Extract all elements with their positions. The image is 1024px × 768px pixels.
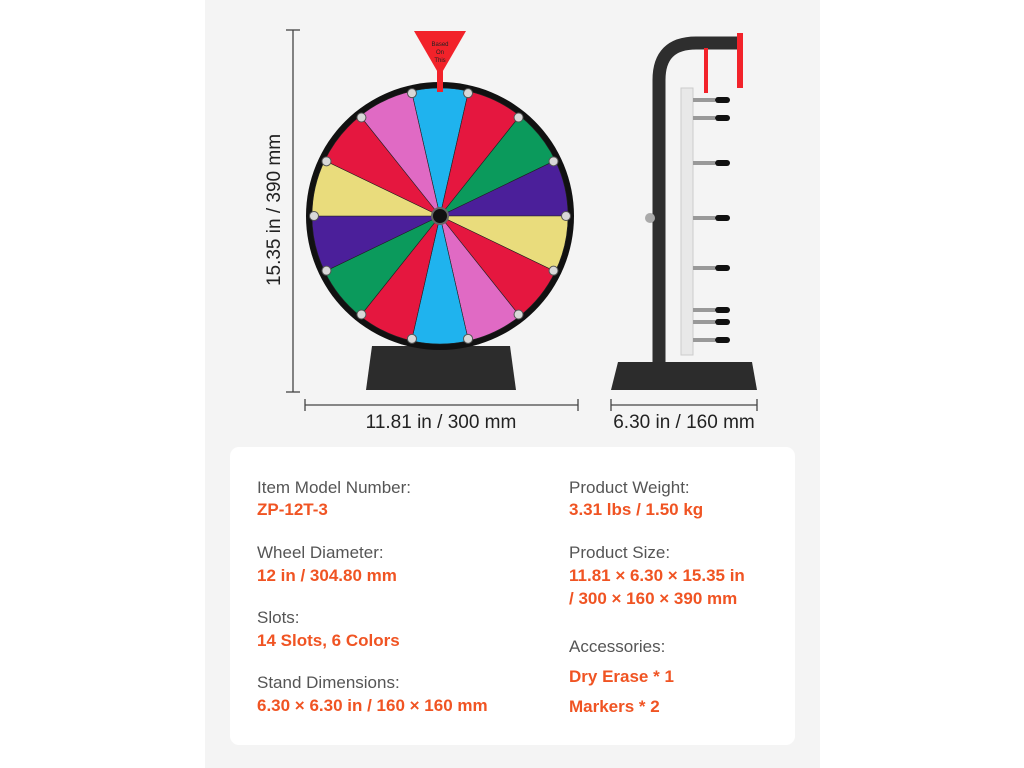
wheel-pin <box>561 211 571 221</box>
wheel-pin <box>406 88 417 99</box>
product-weight-label: Product Weight: <box>569 478 690 497</box>
wheel-pins <box>309 88 571 344</box>
side-pin-cap <box>715 265 730 271</box>
accessory-dry-erase: Dry Erase * 1 <box>569 667 674 686</box>
wheel-pin <box>309 211 319 221</box>
pointer-label: Based On This <box>431 42 448 64</box>
side-pin-cap <box>715 337 730 343</box>
wheel-pin <box>548 156 559 167</box>
side-pin-cap <box>715 319 730 325</box>
wheel-pin <box>321 265 332 276</box>
side-pin-cap <box>715 307 730 313</box>
side-pin <box>693 116 715 120</box>
wheel-pin <box>356 309 367 320</box>
side-pin-cap <box>715 115 730 121</box>
model-number-value: ZP-12T-3 <box>257 500 328 519</box>
wheel-pin <box>463 88 474 99</box>
width-dimension-line <box>304 399 579 411</box>
model-number-label: Item Model Number: <box>257 478 411 497</box>
accessories-label: Accessories: <box>569 637 666 656</box>
wheel-pin <box>513 112 524 123</box>
side-pin <box>693 161 715 165</box>
wheel-diameter-value: 12 in / 304.80 mm <box>257 566 397 585</box>
wheel-diameter-label: Wheel Diameter: <box>257 543 384 562</box>
height-dimension-label: 15.35 in / 390 mm <box>264 133 285 287</box>
side-pin <box>693 308 715 312</box>
wheel-hub <box>431 207 449 225</box>
side-pin <box>693 98 715 102</box>
side-pin-cap <box>715 215 730 221</box>
wheel-pin <box>513 309 524 320</box>
specifications-card: Item Model Number: ZP-12T-3 Wheel Diamet… <box>230 447 795 745</box>
depth-dimension-label: 6.30 in / 160 mm <box>613 412 755 433</box>
stand-dimensions-value: 6.30 × 6.30 in / 160 × 160 mm <box>257 696 488 715</box>
wheel-pin <box>406 333 417 344</box>
side-pin-cap <box>715 160 730 166</box>
product-size-value-mm: / 300 × 160 × 390 mm <box>569 589 738 608</box>
product-weight-value: 3.31 lbs / 1.50 kg <box>569 500 704 519</box>
side-pin <box>693 320 715 324</box>
slots-value: 14 Slots, 6 Colors <box>257 631 400 650</box>
wheel-pin <box>463 333 474 344</box>
side-pin <box>693 216 715 220</box>
stand-dimensions-label: Stand Dimensions: <box>257 673 400 692</box>
width-dimension-label: 11.81 in / 300 mm <box>365 412 517 433</box>
side-pin <box>693 266 715 270</box>
depth-dimension-line <box>610 399 758 411</box>
product-size-label: Product Size: <box>569 543 671 562</box>
wheel-pin <box>321 156 332 167</box>
product-size-value-in: 11.81 × 6.30 × 15.35 in <box>569 566 745 585</box>
side-pin-cap <box>715 97 730 103</box>
height-dimension-line <box>286 29 300 393</box>
slots-label: Slots: <box>257 608 300 627</box>
side-pin <box>693 338 715 342</box>
pointer-flag <box>414 31 466 76</box>
wheel-base <box>366 346 516 390</box>
wheel-pin <box>356 112 367 123</box>
wheel-pin <box>548 265 559 276</box>
side-view-stand <box>611 33 757 390</box>
accessory-markers: Markers * 2 <box>569 697 660 716</box>
